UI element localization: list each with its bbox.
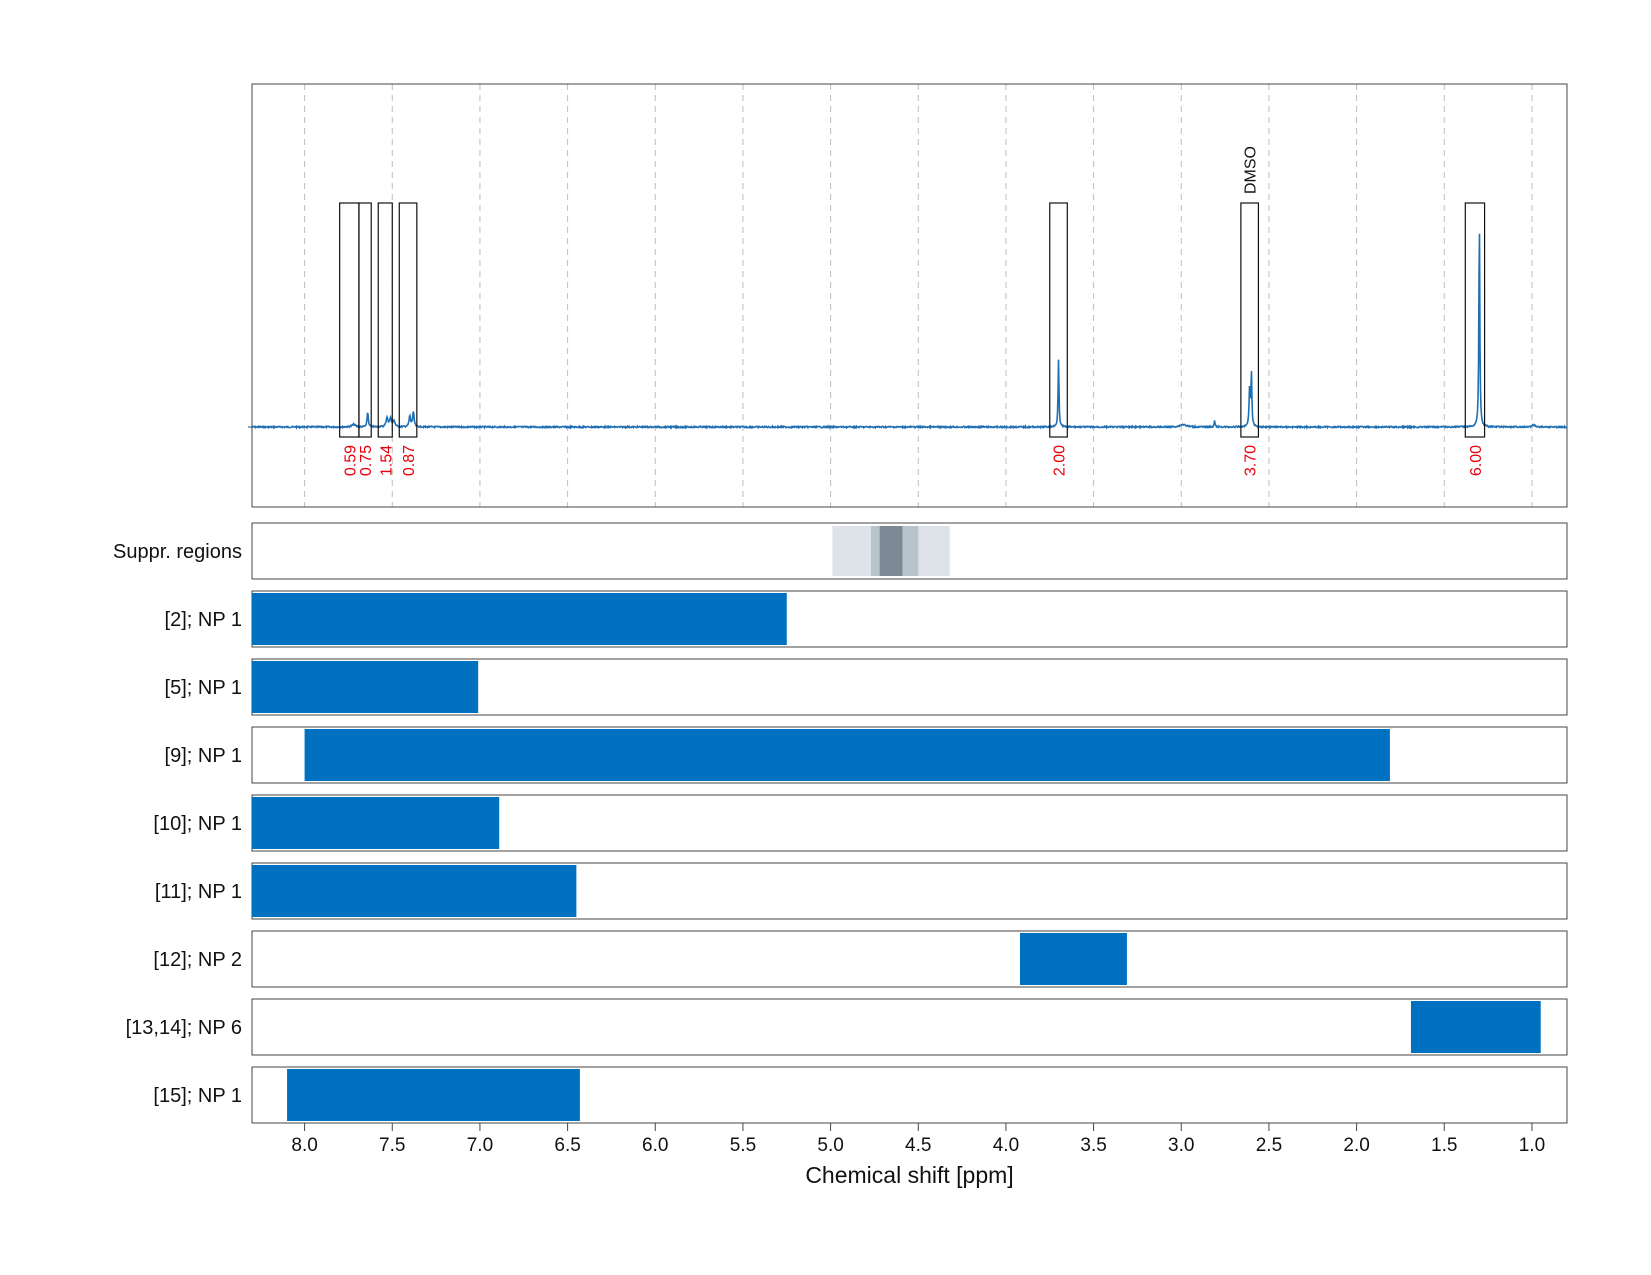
suppression-band-2 [879, 526, 903, 576]
x-tick-label-11: 2.5 [1256, 1135, 1282, 1156]
integration-box-3 [398, 202, 418, 438]
range-bar-4 [252, 797, 500, 849]
row-label-3: [9]; NP 1 [165, 745, 242, 767]
x-tick-label-7: 4.5 [905, 1135, 931, 1156]
x-tick-label-9: 3.5 [1080, 1135, 1106, 1156]
range-bar-5 [252, 865, 577, 917]
peak-label-5: DMSO [1243, 146, 1260, 194]
integration-box-1 [358, 202, 372, 438]
integration-box-2 [377, 202, 393, 438]
row-frame-6 [251, 930, 1568, 988]
integral-value-2: 1.54 [378, 445, 395, 476]
integral-value-3: 0.87 [401, 445, 418, 476]
spectrum-frame [251, 83, 1568, 508]
x-tick-label-2: 7.0 [467, 1135, 493, 1156]
x-tick-label-5: 5.5 [730, 1135, 756, 1156]
row-label-2: [5]; NP 1 [165, 677, 242, 699]
integration-box-0 [339, 202, 360, 438]
x-tick-label-1: 7.5 [379, 1135, 405, 1156]
x-tick-label-3: 6.5 [554, 1135, 580, 1156]
range-bar-1 [252, 593, 787, 645]
integral-value-5: 3.70 [1243, 445, 1260, 476]
row-label-1: [2]; NP 1 [165, 609, 242, 631]
range-bar-7 [1410, 1001, 1541, 1053]
grid-layer [304, 84, 1533, 507]
x-tick-label-6: 5.0 [817, 1135, 843, 1156]
x-tick-label-13: 1.5 [1431, 1135, 1457, 1156]
x-axis: 8.0 7.5 7.0 6.5 6.0 5.5 5.0 4.5 4.0 3.5 3.0 2.5 2.0 1… [291, 1123, 1545, 1156]
spectrum-line [251, 233, 1568, 431]
row-frame-8 [251, 1066, 1568, 1124]
range-bar-3 [304, 729, 1390, 781]
integration-box-5 [1240, 202, 1260, 438]
integral-value-4: 2.00 [1052, 445, 1069, 476]
row-frame-3 [251, 726, 1568, 784]
x-tick-label-8: 4.0 [993, 1135, 1019, 1156]
integration-box-4 [1049, 202, 1068, 438]
x-tick-label-12: 2.0 [1343, 1135, 1369, 1156]
range-rows: Suppr. regions [2]; NP 1 [5]; NP 1 [9]; NP … [113, 522, 1568, 1124]
x-tick-label-4: 6.0 [642, 1135, 668, 1156]
row-label-6: [12]; NP 2 [153, 949, 242, 971]
row-label-4: [10]; NP 1 [153, 813, 242, 835]
range-bar-6 [1019, 933, 1127, 985]
integral-value-0: 0.59 [342, 445, 359, 476]
spectrum-panel: 0.590.75 1.54 0.87 2.00 3.70 DMSO 6.00 [248, 83, 1568, 508]
x-tick-label-0: 8.0 [291, 1135, 317, 1156]
x-tick-label-10: 3.0 [1168, 1135, 1194, 1156]
row-label-5: [11]; NP 1 [155, 881, 242, 903]
range-bar-2 [252, 661, 479, 713]
row-frame-7 [251, 998, 1568, 1056]
x-axis-label: Chemical shift [ppm] [805, 1162, 1013, 1188]
integral-value-6: 6.00 [1468, 445, 1485, 476]
integration-box-6 [1464, 202, 1486, 438]
integral-value-1: 0.75 [358, 445, 375, 476]
row-label-7: [13,14]; NP 6 [126, 1017, 242, 1039]
range-bar-8 [287, 1069, 580, 1121]
row-label-0: Suppr. regions [113, 541, 242, 563]
x-tick-label-14: 1.0 [1519, 1135, 1545, 1156]
row-label-8: [15]; NP 1 [153, 1085, 242, 1107]
row-frame-0 [251, 522, 1568, 580]
